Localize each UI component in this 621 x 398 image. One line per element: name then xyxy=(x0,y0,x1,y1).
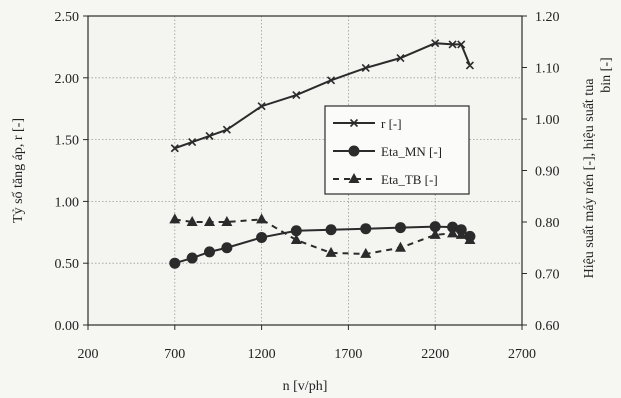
y-axis-title: Tỷ số tăng áp, r [-] xyxy=(11,118,26,223)
data-point xyxy=(169,213,181,224)
data-point xyxy=(292,91,301,100)
data-point xyxy=(325,224,337,236)
data-point xyxy=(396,53,405,63)
data-point xyxy=(361,63,370,72)
data-point xyxy=(464,234,476,245)
legend-label: r [-] xyxy=(381,116,402,131)
y2-axis-title-line2: bin [-] xyxy=(599,57,614,92)
data-point xyxy=(221,216,233,226)
y2-tick-label: 1.00 xyxy=(535,113,560,128)
y2-tick-label: 0.80 xyxy=(535,216,560,231)
y-tick-label: 1.00 xyxy=(55,195,80,210)
data-point xyxy=(447,221,459,233)
data-point xyxy=(429,221,441,233)
data-point xyxy=(455,228,467,239)
data-point xyxy=(188,138,197,147)
x-tick-label: 1200 xyxy=(248,347,276,362)
data-point xyxy=(326,76,336,85)
x-tick-label: 2700 xyxy=(508,347,536,362)
data-point xyxy=(204,246,216,258)
y2-tick-label: 1.10 xyxy=(535,62,560,77)
data-point xyxy=(221,242,233,254)
x-axis-title: n [v/ph] xyxy=(283,379,328,394)
data-point xyxy=(222,125,231,134)
legend-label: Eta_TB [-] xyxy=(381,172,438,187)
x-tick-label: 2200 xyxy=(421,347,449,362)
axes: 0.00 0.50 1.00 1.50 2.00 2.50 200 700 1200 1700 22… xyxy=(55,10,560,362)
data-point xyxy=(290,225,302,237)
y2-tick-label: 1.20 xyxy=(535,10,560,25)
y-tick-label: 0.50 xyxy=(55,257,80,272)
data-point xyxy=(256,231,268,243)
y-tick-label: 2.50 xyxy=(55,10,80,25)
data-point xyxy=(360,223,372,235)
data-point xyxy=(457,40,466,49)
series-0 xyxy=(170,39,474,153)
x-tick-label: 700 xyxy=(164,347,185,362)
data-point xyxy=(465,61,474,70)
data-point xyxy=(290,234,302,245)
data-point xyxy=(394,241,406,252)
axis-labels: n [v/ph] Tỷ số tăng áp, r [-] Hiệu suất má… xyxy=(11,57,614,394)
data-point xyxy=(447,227,459,238)
series-group xyxy=(169,39,476,269)
y2-tick-label: 0.70 xyxy=(535,268,560,283)
data-point xyxy=(429,228,441,239)
plot-frame xyxy=(87,15,523,326)
legend-label: Eta_MN [-] xyxy=(381,144,442,159)
legend-marker xyxy=(348,145,360,157)
x-tick-label: 200 xyxy=(78,347,99,362)
data-point xyxy=(431,39,440,48)
x-tick-label: 1700 xyxy=(334,347,362,362)
legend-marker xyxy=(349,118,359,128)
legend: r [-] Eta_MN [-] Eta_TB [-] xyxy=(324,105,470,195)
data-point xyxy=(448,40,457,49)
y-tick-label: 0.00 xyxy=(55,319,80,334)
data-point xyxy=(170,144,179,153)
data-point xyxy=(169,257,181,269)
y2-axis-title-line1: Hiệu suất máy nén [-], hiệu suất tua xyxy=(582,78,597,279)
data-point xyxy=(256,213,268,224)
data-point xyxy=(204,216,216,226)
data-point xyxy=(186,216,198,226)
data-point xyxy=(360,247,372,258)
series-2 xyxy=(169,213,476,258)
series-1 xyxy=(169,221,476,269)
y2-tick-label: 0.90 xyxy=(535,165,560,180)
data-point xyxy=(394,222,406,234)
y-tick-label: 2.00 xyxy=(55,72,80,87)
data-point xyxy=(325,246,337,257)
y-tick-label: 1.50 xyxy=(55,134,80,149)
data-point xyxy=(257,102,266,111)
legend-marker xyxy=(348,173,360,183)
data-point xyxy=(205,131,214,140)
data-point xyxy=(186,252,198,264)
y2-tick-label: 0.60 xyxy=(535,319,560,334)
